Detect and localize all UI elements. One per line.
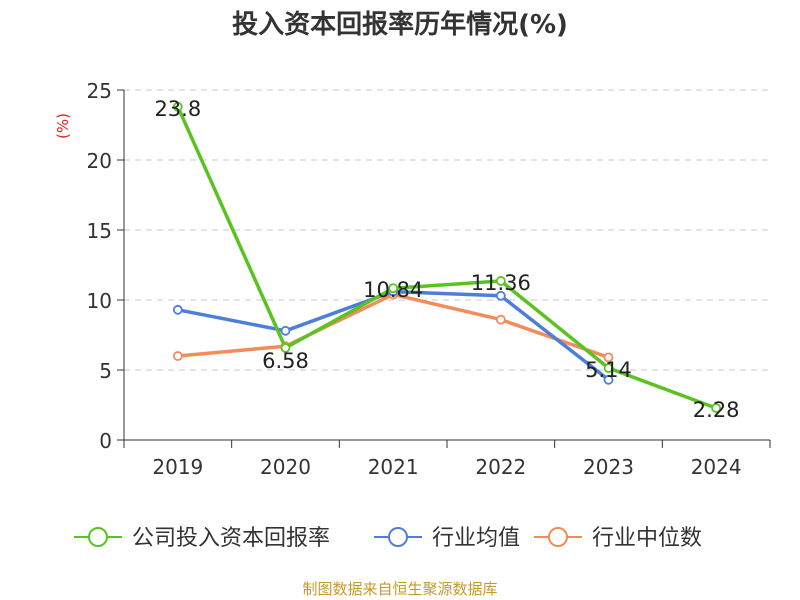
data-label: 2.28 (693, 398, 740, 422)
legend-marker (388, 527, 408, 547)
data-label: 6.58 (262, 349, 309, 373)
chart-title: 投入资本回报率历年情况(%) (232, 10, 568, 40)
data-point (280, 325, 291, 336)
data-point (603, 363, 614, 373)
y-tick-label: 10 (87, 289, 112, 313)
data-point (495, 290, 506, 301)
x-tick-label: 2019 (152, 455, 203, 479)
x-tick-label: 2021 (368, 455, 419, 479)
source-note: 制图数据来自恒生聚源数据库 (302, 580, 498, 598)
data-point (495, 314, 506, 325)
y-tick-label: 5 (99, 359, 112, 383)
data-label: 23.8 (154, 97, 201, 121)
data-label: 10.84 (363, 278, 423, 302)
data-point (711, 403, 722, 413)
series-line (177, 292, 610, 360)
data-point (280, 342, 291, 353)
y-tick-label: 25 (87, 79, 112, 103)
series-line (176, 106, 717, 410)
x-tick-label: 2020 (260, 455, 311, 479)
x-tick-label: 2022 (475, 455, 526, 479)
data-label: 11.36 (471, 271, 531, 295)
y-tick-label: 20 (87, 149, 112, 173)
legend-label: 公司投入资本回报率 (132, 526, 330, 551)
legend-label: 行业均值 (432, 526, 520, 551)
data-point (172, 351, 183, 361)
y-axis-label: (%) (54, 113, 72, 139)
data-point (603, 374, 614, 385)
data-point (495, 276, 506, 286)
data-label: 5.14 (585, 358, 632, 382)
legend-marker (88, 527, 108, 547)
data-point (172, 304, 183, 315)
y-tick-label: 15 (87, 219, 112, 243)
legend-marker (548, 527, 568, 547)
legend-label: 行业中位数 (592, 526, 702, 551)
y-tick-label: 0 (99, 429, 112, 453)
x-tick-label: 2024 (691, 455, 742, 479)
data-point (172, 101, 183, 112)
data-point (388, 283, 399, 294)
data-point (603, 352, 614, 363)
x-tick-label: 2023 (583, 455, 634, 479)
